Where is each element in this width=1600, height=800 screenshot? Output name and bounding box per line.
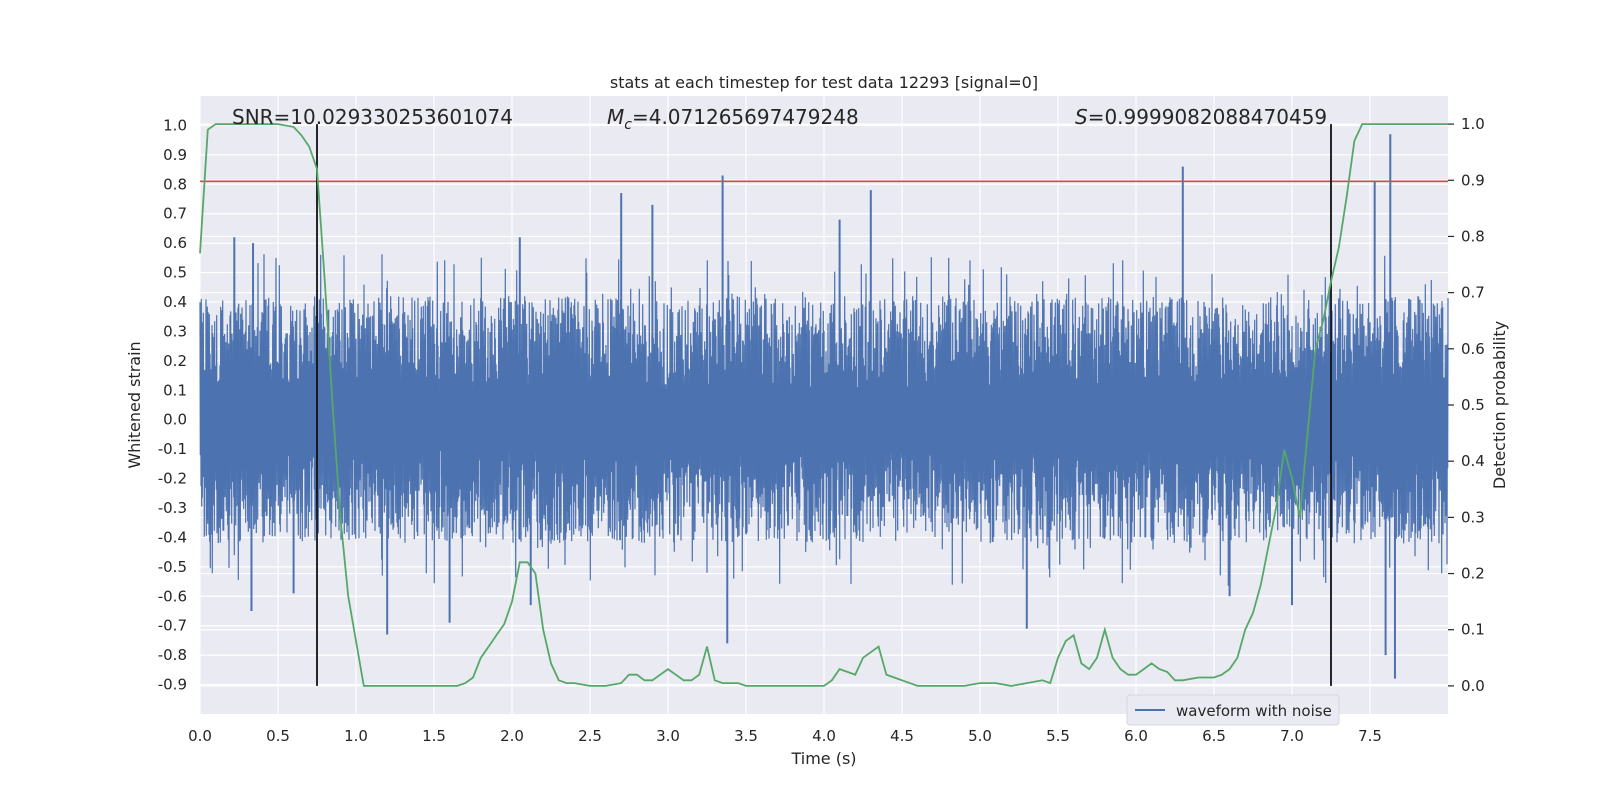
y-right-tick-label: 0.5 — [1461, 396, 1485, 414]
y-left-tick-label: 0.5 — [163, 264, 187, 282]
y-left-tick-label: -0.8 — [158, 646, 187, 664]
x-tick-label: 1.0 — [344, 727, 368, 745]
chirp-mass-value: =4.071265697479248 — [632, 105, 859, 129]
vertical-markers — [316, 124, 1332, 686]
legend: waveform with noise — [1126, 694, 1340, 726]
waveform-series — [199, 134, 1449, 679]
y-left-tick-label: 0.6 — [163, 234, 187, 252]
x-tick-label: 7.5 — [1358, 727, 1382, 745]
y-left-tick-label: -0.5 — [158, 558, 187, 576]
right-axis-ticks: 1.0 0.9 0.8 0.7 0.6 0.5 0.4 0.3 0.2 0.1 0.0 — [1448, 115, 1485, 695]
statistic-symbol: S — [1075, 105, 1088, 129]
y-left-tick-label: -0.2 — [158, 470, 187, 488]
y-right-tick-label: 0.0 — [1461, 677, 1485, 695]
x-axis-label: Time (s) — [790, 749, 856, 768]
legend-label: waveform with noise — [1176, 702, 1332, 720]
x-tick-label: 2.5 — [578, 727, 602, 745]
x-tick-label: 5.5 — [1046, 727, 1070, 745]
statistic-value: =0.9999082088470459 — [1088, 105, 1327, 129]
y-left-tick-label: -0.6 — [158, 587, 187, 605]
y-left-tick-label: -0.3 — [158, 499, 187, 517]
waveform-trace — [199, 254, 1449, 586]
y-right-tick-label: 0.6 — [1461, 340, 1485, 358]
x-tick-label: 0.5 — [266, 727, 290, 745]
y-left-tick-label: -0.1 — [158, 440, 187, 458]
x-tick-label: 5.0 — [968, 727, 992, 745]
y-left-tick-label: 0.2 — [163, 352, 187, 370]
x-tick-label: 3.0 — [656, 727, 680, 745]
statistic-annotation: S=0.9999082088470459 — [1075, 105, 1327, 129]
y-right-tick-label: 0.2 — [1461, 565, 1485, 583]
x-tick-label: 0.0 — [188, 727, 212, 745]
x-tick-label: 6.5 — [1202, 727, 1226, 745]
x-tick-label: 3.5 — [734, 727, 758, 745]
x-axis-ticks: 0.0 0.5 1.0 1.5 2.0 2.5 3.0 3.5 4.0 4.5 5.0 5.5 6.0 6… — [188, 727, 1382, 745]
x-tick-label: 6.0 — [1124, 727, 1148, 745]
y-right-tick-label: 0.3 — [1461, 508, 1485, 526]
chirp-mass-subscript: c — [624, 117, 632, 133]
chirp-mass-annotation: Mc=4.071265697479248 — [607, 105, 859, 133]
y-right-tick-label: 1.0 — [1461, 115, 1485, 133]
y-right-tick-label: 0.8 — [1461, 227, 1485, 245]
y-axis-label-left: Whitened strain — [125, 341, 144, 468]
y-left-tick-label: 0.4 — [163, 293, 187, 311]
y-left-tick-label: 1.0 — [163, 116, 187, 134]
y-left-tick-label: -0.9 — [158, 676, 187, 694]
chirp-mass-symbol: M — [607, 105, 624, 129]
y-left-tick-label: -0.4 — [158, 528, 187, 546]
x-tick-label: 2.0 — [500, 727, 524, 745]
snr-annotation: SNR=10.029330253601074 — [232, 105, 513, 129]
y-left-tick-label: -0.7 — [158, 617, 187, 635]
y-left-tick-label: 0.8 — [163, 175, 187, 193]
x-tick-label: 1.5 — [422, 727, 446, 745]
y-left-tick-label: 0.3 — [163, 322, 187, 340]
x-tick-label: 4.0 — [812, 727, 836, 745]
detection-probability-line — [199, 123, 1448, 687]
x-tick-label: 4.5 — [890, 727, 914, 745]
left-axis-ticks: 1.0 0.9 0.8 0.7 0.6 0.5 0.4 0.3 0.2 0.1 0.0 -0.1 -0.… — [158, 116, 187, 693]
y-left-tick-label: 0.9 — [163, 146, 187, 164]
y-axis-label-right: Detection probability — [1490, 321, 1509, 489]
y-left-tick-label: 0.7 — [163, 205, 187, 223]
chart-title: stats at each timestep for test data 122… — [610, 73, 1038, 92]
y-right-tick-label: 0.1 — [1461, 621, 1485, 639]
y-right-tick-label: 0.9 — [1461, 171, 1485, 189]
legend-box — [1126, 694, 1340, 726]
y-left-tick-label: 0.0 — [163, 411, 187, 429]
x-tick-label: 7.0 — [1280, 727, 1304, 745]
y-right-tick-label: 0.4 — [1461, 452, 1485, 470]
y-left-tick-label: 0.1 — [163, 381, 187, 399]
y-right-tick-label: 0.7 — [1461, 284, 1485, 302]
